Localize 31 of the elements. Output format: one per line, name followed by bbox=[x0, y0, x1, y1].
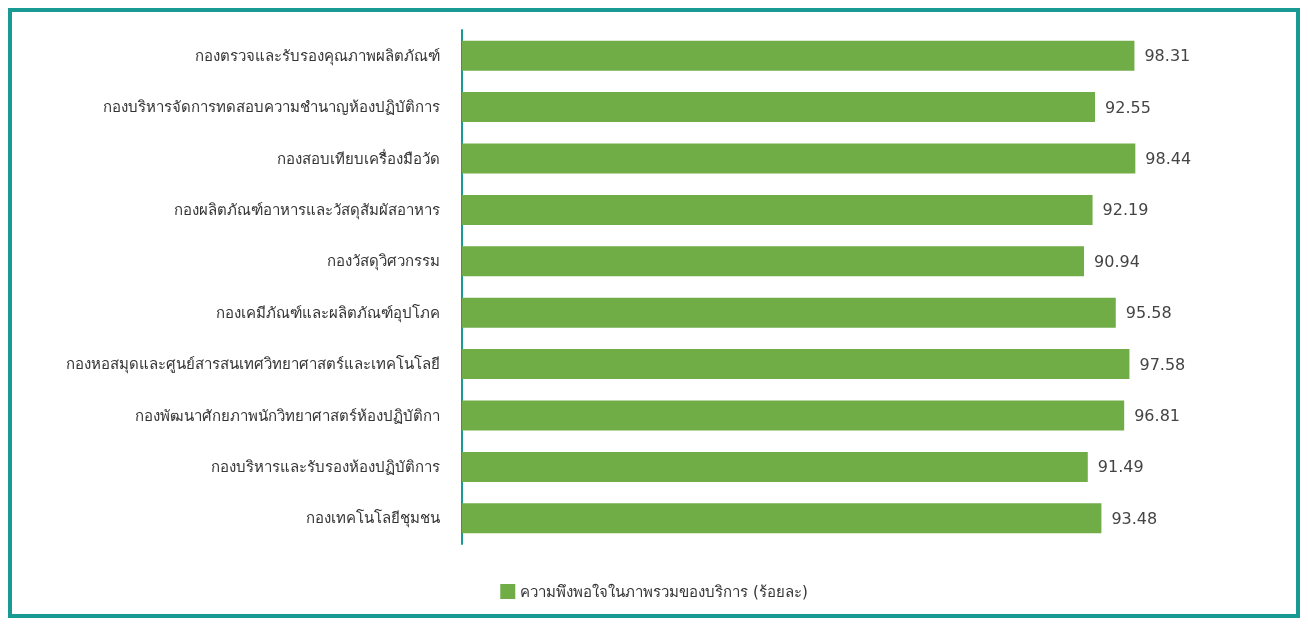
y-tick-label: กองผลิตภัณฑ์อาหารและวัสดุสัมผัสอาหาร bbox=[174, 200, 440, 220]
y-tick-label: กองวัสดุวิศวกรรม bbox=[327, 252, 440, 272]
data-label: 90.94 bbox=[1094, 251, 1140, 271]
y-tick-label: กองหอสมุดและศูนย์สารสนเทศวิทยาศาสตร์และเทคโนโลยี bbox=[66, 355, 440, 375]
bar bbox=[462, 246, 1085, 277]
y-tick-label: กองบริหารและรับรองห้องปฏิบัติการ bbox=[211, 457, 440, 476]
y-tick-label: กองเทคโนโลยีชุมชน bbox=[306, 509, 440, 529]
data-label: 96.81 bbox=[1134, 406, 1180, 425]
y-tick-label: กองบริหารจัดการทดสอบความชำนาญห้องปฏิบัติการ bbox=[103, 98, 440, 117]
bar bbox=[462, 451, 1088, 482]
bar bbox=[462, 503, 1102, 534]
bar bbox=[462, 400, 1125, 431]
bar bbox=[462, 194, 1093, 225]
y-tick-label: กองตรวจและรับรองคุณภาพผลิตภัณฑ์ bbox=[195, 46, 440, 66]
y-tick-label: กองเคมีภัณฑ์และผลิตภัณฑ์อุปโภค bbox=[216, 303, 440, 323]
y-tick-label: กองสอบเทียบเครื่องมือวัด bbox=[277, 147, 440, 168]
bar bbox=[462, 92, 1096, 123]
data-label: 92.19 bbox=[1102, 200, 1149, 220]
data-label: 95.58 bbox=[1125, 303, 1172, 323]
y-tick-label: กองพัฒนาศักยภาพนักวิทยาศาสตร์ห้องปฏิบัติกา bbox=[135, 406, 440, 425]
bar bbox=[462, 297, 1116, 328]
data-label: 92.55 bbox=[1105, 97, 1151, 117]
bar bbox=[462, 349, 1130, 380]
data-label: 97.58 bbox=[1139, 354, 1186, 374]
legend-label: ความพึงพอใจในภาพรวมของบริการ (ร้อยละ) bbox=[520, 582, 808, 601]
data-label: 91.49 bbox=[1097, 457, 1144, 477]
data-label: 93.48 bbox=[1111, 508, 1158, 528]
data-label: 98.31 bbox=[1144, 46, 1191, 66]
data-label: 98.44 bbox=[1145, 149, 1192, 168]
bar bbox=[462, 143, 1136, 174]
bar bbox=[462, 40, 1135, 71]
